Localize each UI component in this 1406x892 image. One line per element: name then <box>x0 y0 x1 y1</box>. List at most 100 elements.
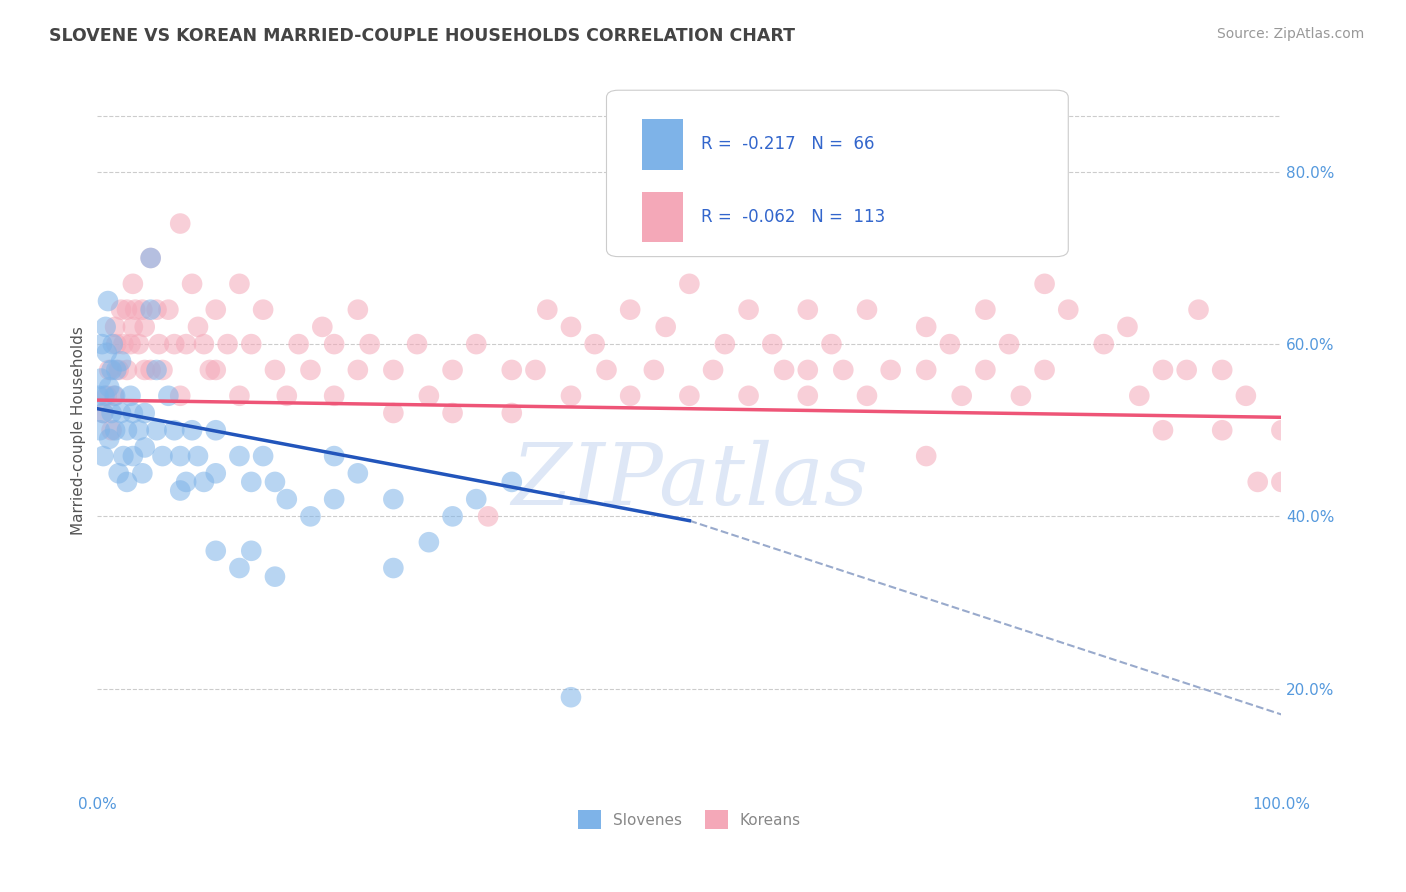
Point <box>169 389 191 403</box>
Point <box>264 363 287 377</box>
Point <box>276 389 298 403</box>
Point <box>287 337 309 351</box>
Point <box>134 441 156 455</box>
Point <box>112 337 135 351</box>
Point <box>96 389 118 403</box>
Point <box>91 406 114 420</box>
Point <box>1033 363 1056 377</box>
Point <box>524 363 547 377</box>
Point <box>382 561 405 575</box>
Point <box>120 337 142 351</box>
Point <box>418 389 440 403</box>
Point <box>131 467 153 481</box>
Legend: Slovenes, Koreans: Slovenes, Koreans <box>572 804 807 835</box>
Point <box>915 319 938 334</box>
Point <box>347 467 370 481</box>
Point <box>299 363 322 377</box>
Point <box>240 475 263 489</box>
Point <box>217 337 239 351</box>
Point <box>145 363 167 377</box>
Point <box>879 363 901 377</box>
Point <box>501 363 523 377</box>
Point <box>998 337 1021 351</box>
Point <box>107 363 129 377</box>
Point <box>89 423 111 437</box>
Point <box>252 302 274 317</box>
Point <box>145 423 167 437</box>
Text: SLOVENE VS KOREAN MARRIED-COUPLE HOUSEHOLDS CORRELATION CHART: SLOVENE VS KOREAN MARRIED-COUPLE HOUSEHO… <box>49 27 796 45</box>
Point <box>124 302 146 317</box>
Point <box>91 337 114 351</box>
Point <box>915 363 938 377</box>
Point <box>105 363 128 377</box>
Point <box>264 475 287 489</box>
Point <box>91 406 114 420</box>
Point <box>619 302 641 317</box>
FancyBboxPatch shape <box>643 120 683 169</box>
Text: ZIPatlas: ZIPatlas <box>510 440 868 522</box>
Point <box>1270 475 1292 489</box>
Text: R =  -0.062   N =  113: R = -0.062 N = 113 <box>702 208 886 226</box>
Point <box>323 337 346 351</box>
Point <box>228 449 250 463</box>
Point <box>619 389 641 403</box>
Point <box>240 337 263 351</box>
Point <box>122 319 145 334</box>
Point <box>98 380 121 394</box>
Point <box>131 302 153 317</box>
Point <box>276 492 298 507</box>
Point <box>761 337 783 351</box>
Point <box>347 302 370 317</box>
Point <box>115 475 138 489</box>
Point <box>714 337 737 351</box>
Point <box>832 363 855 377</box>
Point <box>1211 363 1233 377</box>
Point <box>97 294 120 309</box>
Point <box>1152 423 1174 437</box>
Point <box>891 165 914 179</box>
Point <box>583 337 606 351</box>
Point <box>181 423 204 437</box>
Point <box>103 389 125 403</box>
Point <box>1152 363 1174 377</box>
Point <box>163 337 186 351</box>
Point <box>1092 337 1115 351</box>
Point <box>110 406 132 420</box>
Point <box>93 389 115 403</box>
Point <box>128 337 150 351</box>
Point <box>228 389 250 403</box>
Point <box>1057 302 1080 317</box>
Point <box>382 406 405 420</box>
Point <box>98 432 121 446</box>
Point <box>560 319 582 334</box>
Point <box>100 423 122 437</box>
Point <box>112 449 135 463</box>
Point <box>418 535 440 549</box>
Point <box>181 277 204 291</box>
Point <box>939 337 962 351</box>
Point <box>1211 423 1233 437</box>
Point <box>323 389 346 403</box>
Point <box>240 544 263 558</box>
Point <box>90 371 112 385</box>
Point <box>104 389 127 403</box>
Point <box>797 389 820 403</box>
Point <box>110 354 132 368</box>
Point <box>974 363 997 377</box>
Point <box>87 389 110 403</box>
Point <box>974 302 997 317</box>
Point <box>145 302 167 317</box>
Point <box>193 475 215 489</box>
Point <box>643 363 665 377</box>
Point <box>678 277 700 291</box>
Point <box>856 302 879 317</box>
Point <box>737 389 759 403</box>
Point <box>91 449 114 463</box>
Point <box>104 423 127 437</box>
Text: Source: ZipAtlas.com: Source: ZipAtlas.com <box>1216 27 1364 41</box>
Point <box>311 319 333 334</box>
Point <box>560 690 582 705</box>
Point <box>198 363 221 377</box>
Point <box>477 509 499 524</box>
Point <box>1128 389 1150 403</box>
